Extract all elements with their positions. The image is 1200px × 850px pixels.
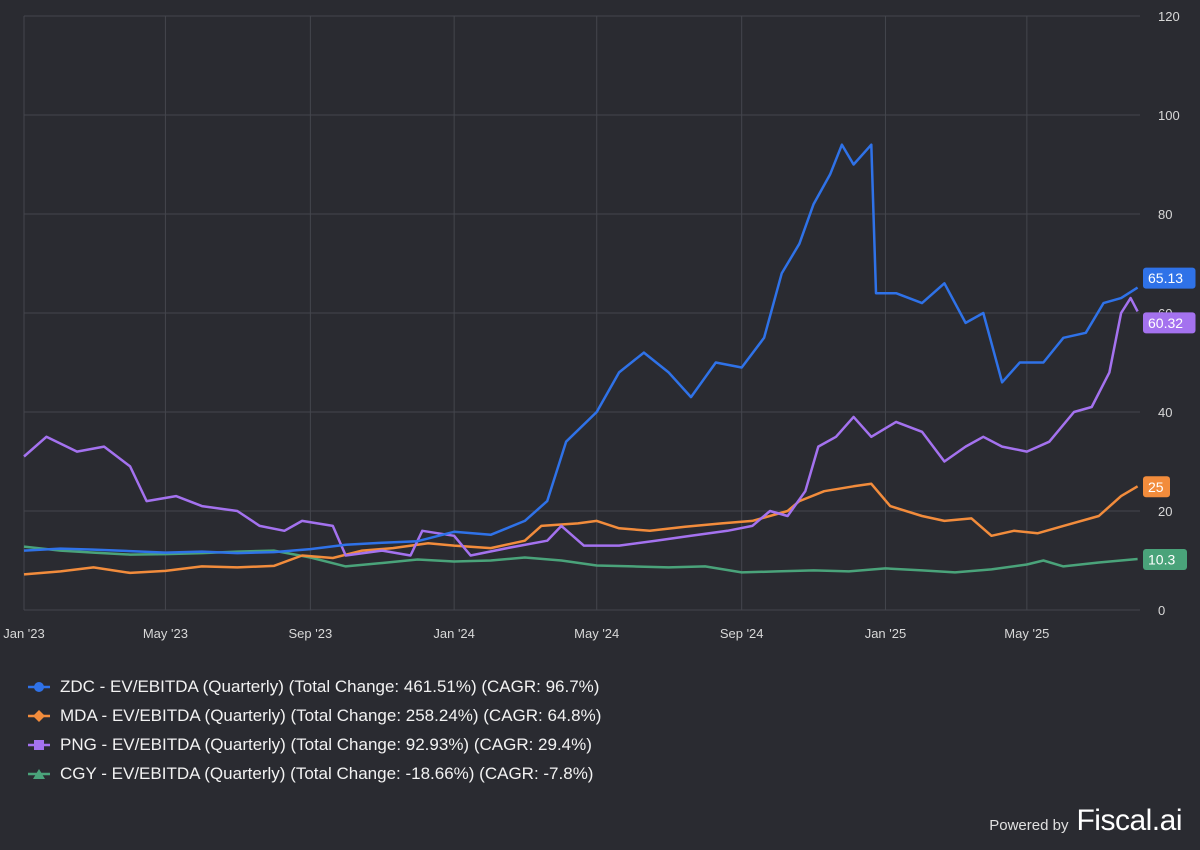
legend-item-cgy[interactable]: CGY - EV/EBITDA (Quarterly) (Total Chang… — [28, 759, 601, 788]
legend-label-png: PNG - EV/EBITDA (Quarterly) (Total Chang… — [60, 734, 592, 754]
series-line — [23, 482, 1139, 576]
x-tick-label: Jan '25 — [865, 626, 907, 641]
legend-label-cgy: CGY - EV/EBITDA (Quarterly) (Total Chang… — [60, 763, 594, 783]
y-tick-label: 0 — [1158, 603, 1165, 618]
y-tick-label: 20 — [1158, 504, 1172, 519]
end-value-badge — [1143, 312, 1196, 334]
triangle-marker-icon — [28, 768, 50, 779]
circle-marker-icon — [28, 681, 50, 692]
x-tick-label: Sep '23 — [289, 626, 333, 641]
series-line — [23, 143, 1139, 555]
diamond-marker-icon — [28, 709, 50, 722]
end-value-label: 60.32 — [1148, 315, 1183, 331]
y-tick-label: 80 — [1158, 207, 1172, 222]
end-value-badge — [1143, 549, 1187, 571]
end-value-label: 25 — [1148, 479, 1164, 495]
brand-attribution[interactable]: Powered by Fiscal.ai — [989, 804, 1182, 838]
y-tick-label: 40 — [1158, 405, 1172, 420]
x-tick-label: Jan '24 — [433, 626, 475, 641]
brand-logo: Fiscal.ai — [1076, 804, 1182, 837]
x-tick-label: May '25 — [1004, 626, 1049, 641]
legend-label-mda: MDA - EV/EBITDA (Quarterly) (Total Chang… — [60, 705, 602, 725]
legend-label-zdc: ZDC - EV/EBITDA (Quarterly) (Total Chang… — [60, 676, 600, 696]
square-marker-icon — [28, 739, 50, 750]
end-value-label: 10.3 — [1148, 552, 1175, 568]
y-tick-label: 120 — [1158, 9, 1180, 24]
x-tick-label: May '24 — [574, 626, 619, 641]
legend-item-zdc[interactable]: ZDC - EV/EBITDA (Quarterly) (Total Chang… — [28, 672, 601, 701]
legend-item-png[interactable]: PNG - EV/EBITDA (Quarterly) (Total Chang… — [28, 730, 601, 759]
powered-by-text: Powered by — [989, 817, 1069, 834]
legend-item-mda[interactable]: MDA - EV/EBITDA (Quarterly) (Total Chang… — [28, 701, 601, 730]
y-tick-label: 100 — [1158, 108, 1180, 123]
x-tick-label: May '23 — [143, 626, 188, 641]
end-value-badge — [1143, 476, 1170, 498]
x-tick-label: Jan '23 — [3, 626, 45, 641]
end-value-label: 65.13 — [1148, 270, 1183, 286]
x-tick-label: Sep '24 — [720, 626, 764, 641]
end-value-badge — [1143, 267, 1196, 289]
legend: ZDC - EV/EBITDA (Quarterly) (Total Chang… — [28, 672, 601, 788]
series-line — [23, 296, 1139, 557]
